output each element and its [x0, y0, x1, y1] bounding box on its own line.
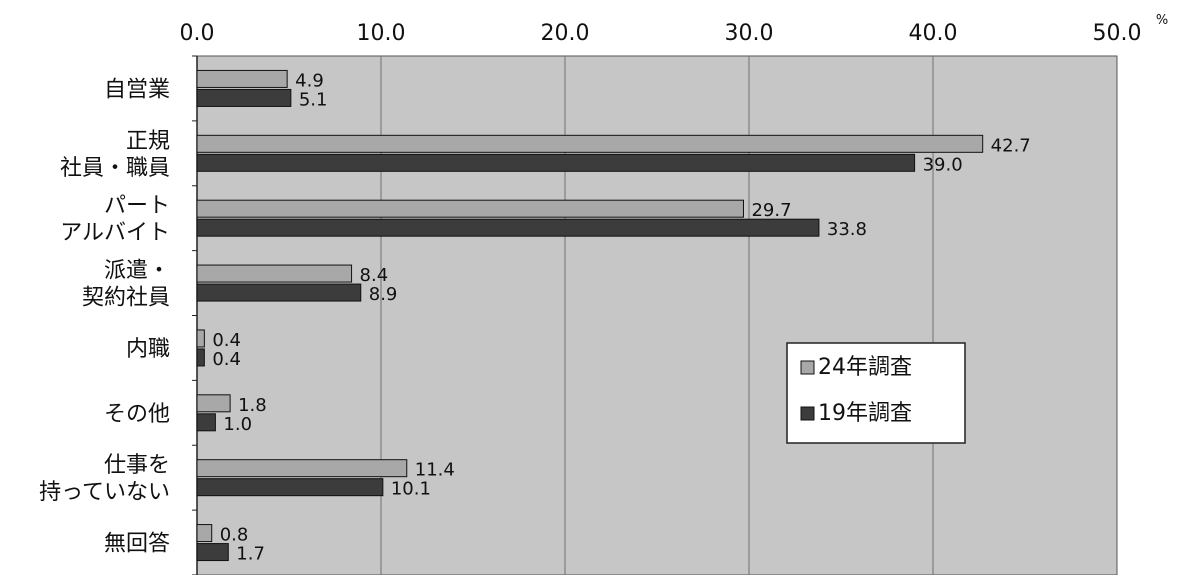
data-label: 33.8 [827, 219, 867, 240]
data-label: 1.7 [236, 544, 265, 565]
category-label: 無回答 [104, 532, 170, 557]
x-unit-label: % [1156, 13, 1168, 28]
data-label: 8.9 [369, 284, 398, 305]
data-label: 11.4 [415, 460, 455, 481]
bar [196, 348, 205, 367]
category-label: 派遣・ [104, 259, 170, 284]
bar [196, 153, 916, 172]
bar [196, 413, 216, 432]
data-label: 42.7 [991, 135, 1031, 156]
data-label: 29.7 [751, 200, 791, 221]
data-label: 1.8 [238, 395, 267, 416]
x-tick-label: 20.0 [541, 21, 590, 46]
legend-swatch [800, 406, 815, 421]
category-label: 社員・職員 [60, 156, 170, 181]
bar [196, 218, 820, 237]
data-label: 5.1 [299, 89, 328, 110]
bar [196, 283, 362, 302]
x-tick-label: 40.0 [909, 21, 958, 46]
category-label: 契約社員 [82, 286, 170, 311]
category-label: 内職 [126, 337, 170, 362]
bar [196, 69, 288, 88]
legend-box [786, 342, 966, 444]
bar [196, 88, 292, 107]
bar [196, 394, 231, 413]
category-label: 自営業 [104, 77, 170, 102]
bar [196, 524, 213, 543]
category-label: アルバイト [60, 221, 170, 246]
bar [196, 264, 353, 283]
x-tick-label: 10.0 [357, 21, 406, 46]
data-label: 10.1 [391, 479, 431, 500]
category-label: その他 [104, 402, 170, 427]
x-tick-label: 0.0 [180, 21, 215, 46]
x-tick-label: 50.0 [1093, 21, 1142, 46]
bar [196, 199, 744, 218]
category-label: 持っていない [39, 480, 170, 505]
data-label: 1.0 [223, 414, 252, 435]
category-label: パート [104, 194, 170, 219]
bar [196, 134, 984, 153]
bar [196, 543, 229, 562]
data-label: 0.4 [212, 349, 241, 370]
legend-label: 24年調査 [818, 355, 912, 380]
legend-swatch [800, 360, 815, 375]
plot-area [196, 55, 1118, 575]
category-label: 正規 [126, 129, 170, 154]
category-label: 仕事を [104, 453, 170, 478]
data-label: 39.0 [923, 154, 963, 175]
bar [196, 459, 408, 478]
bar [196, 329, 205, 348]
bar [196, 478, 384, 497]
data-label: 0.4 [212, 330, 241, 351]
legend-label: 19年調査 [818, 401, 912, 426]
data-label: 8.4 [360, 265, 389, 286]
data-label: 0.8 [220, 525, 249, 546]
data-label: 4.9 [295, 70, 324, 91]
x-tick-label: 30.0 [725, 21, 774, 46]
